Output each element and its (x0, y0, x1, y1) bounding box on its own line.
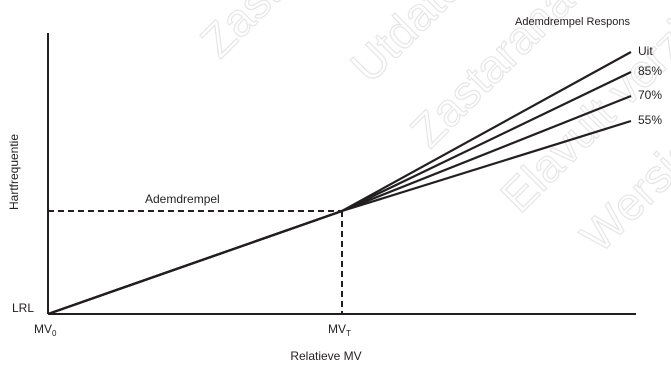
threshold-label: Ademdrempel (145, 192, 220, 206)
series-label: 70% (638, 88, 662, 102)
x-axis-label: Relatieve MV (290, 349, 361, 363)
threshold-guides (48, 210, 343, 314)
series-label: Uit (638, 44, 653, 58)
series-label: 85% (638, 64, 662, 78)
series-label: 55% (638, 113, 662, 127)
series-layer (47, 51, 632, 316)
y-axis-label: Hartfrequentie (7, 134, 21, 210)
x-tick-label: MVT (328, 322, 351, 338)
legend-title: Ademdrempel Respons (515, 16, 630, 28)
x-tick-label: MV0 (34, 322, 57, 338)
y-tick-label: LRL (12, 301, 34, 315)
series-line-55pct (47, 119, 632, 316)
